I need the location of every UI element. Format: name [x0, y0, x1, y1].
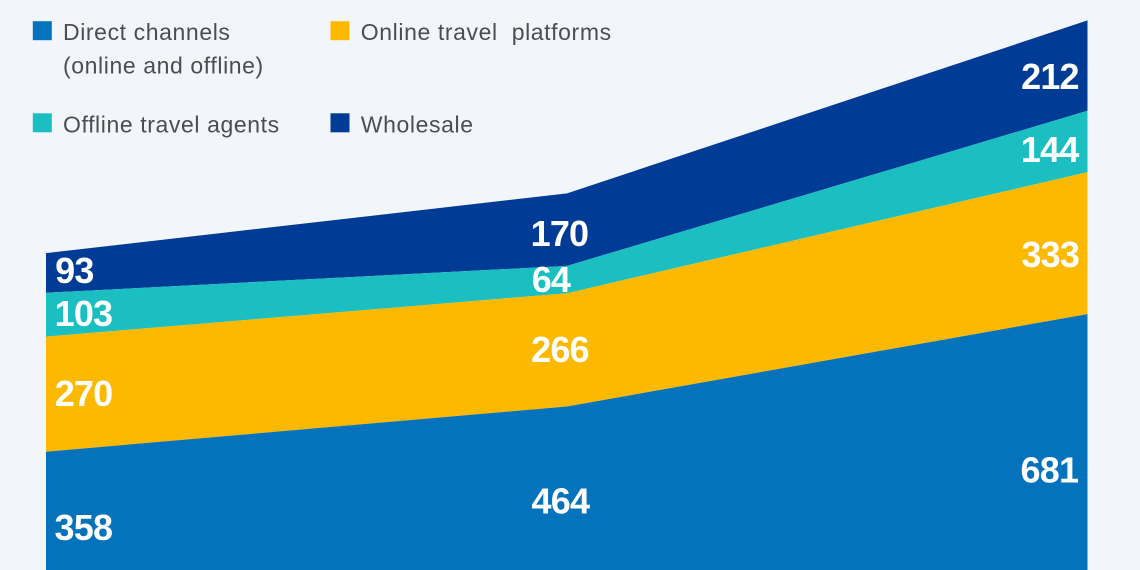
svg-text:266: 266	[531, 329, 589, 370]
svg-text:212: 212	[1021, 56, 1079, 97]
svg-text:93: 93	[55, 250, 93, 291]
svg-text:Wholesale: Wholesale	[361, 112, 474, 138]
svg-text:681: 681	[1021, 449, 1079, 490]
svg-text:Offline travel agents: Offline travel agents	[63, 112, 280, 138]
svg-text:333: 333	[1021, 234, 1079, 275]
svg-text:Online travel platforms: Online travel platforms	[361, 19, 612, 45]
svg-text:358: 358	[55, 507, 113, 548]
svg-text:270: 270	[55, 373, 113, 414]
svg-text:103: 103	[55, 293, 113, 334]
svg-text:464: 464	[532, 480, 590, 521]
svg-text:170: 170	[531, 213, 589, 254]
svg-text:144: 144	[1021, 129, 1079, 170]
svg-text:(online and offline): (online and offline)	[63, 52, 264, 78]
svg-text:Direct channels: Direct channels	[63, 19, 231, 45]
svg-text:64: 64	[532, 259, 571, 300]
